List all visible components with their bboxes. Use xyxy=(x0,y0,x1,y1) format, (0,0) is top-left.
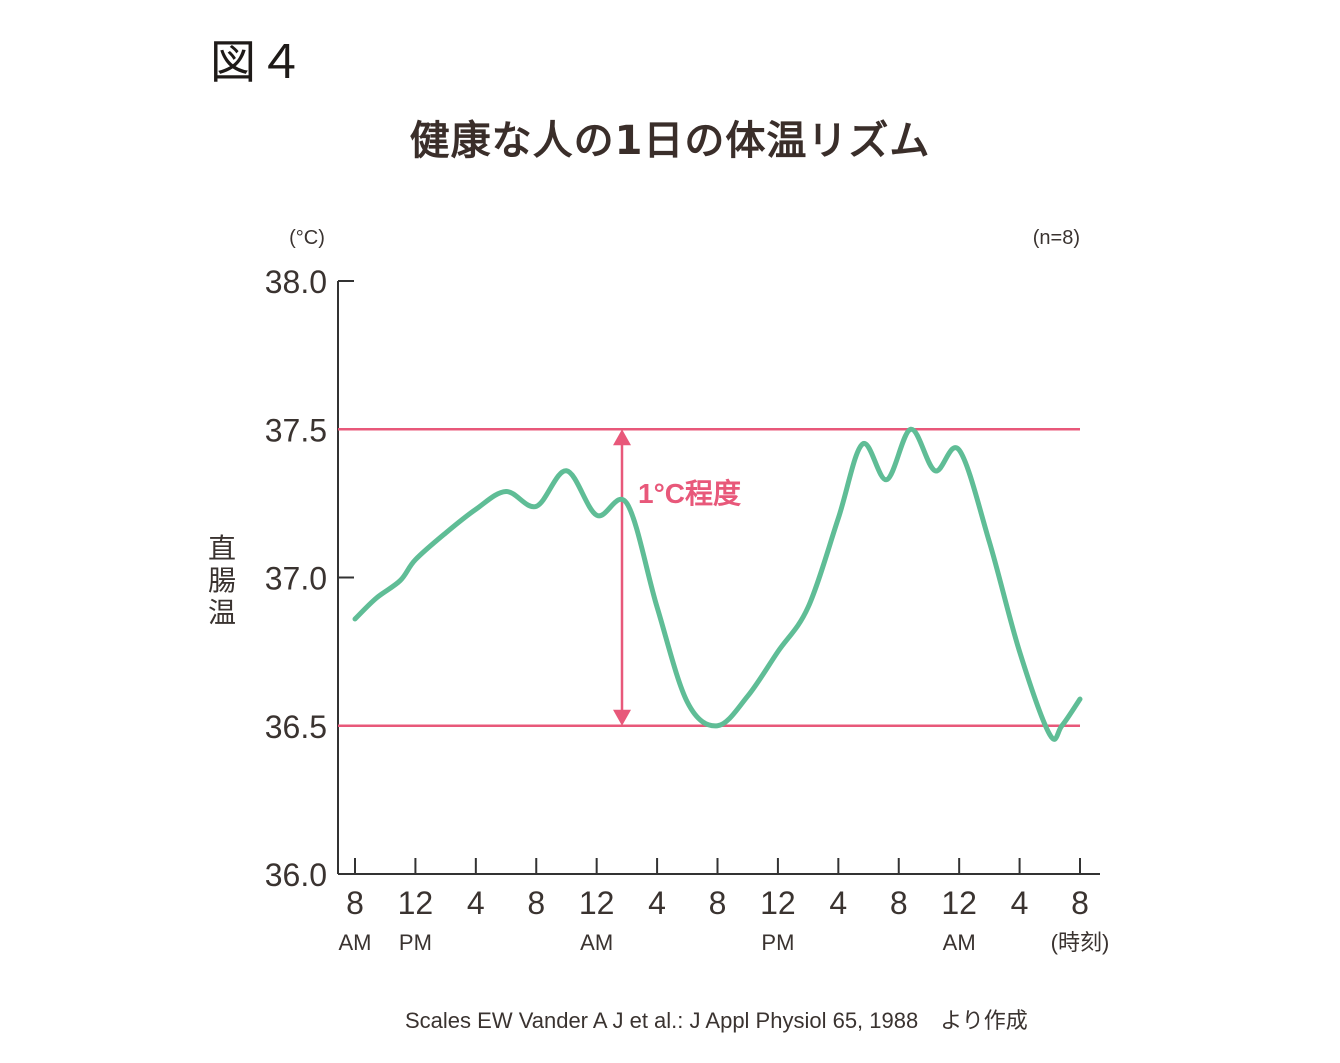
y-axis-label-char: 直 xyxy=(208,533,236,564)
x-tick-label: 4 xyxy=(1011,885,1029,921)
range-arrow-head-down xyxy=(613,709,631,726)
x-tick-label: 4 xyxy=(467,885,485,921)
x-period-label: PM xyxy=(399,930,432,955)
x-tick-label: 12 xyxy=(398,885,434,921)
x-tick-label: 8 xyxy=(527,885,545,921)
figure-label: 図４ xyxy=(210,35,306,89)
x-period-label: AM xyxy=(943,930,976,955)
x-period-label: AM xyxy=(580,930,613,955)
x-tick-label: 8 xyxy=(1071,885,1089,921)
x-tick-label: 12 xyxy=(941,885,977,921)
x-period-label: AM xyxy=(339,930,372,955)
x-period-label: PM xyxy=(761,930,794,955)
x-tick-label: 12 xyxy=(760,885,796,921)
y-tick-label: 37.0 xyxy=(265,561,327,597)
temperature-series-line xyxy=(352,426,1083,742)
y-axis-label-char: 腸 xyxy=(208,565,236,596)
y-tick-label: 38.0 xyxy=(265,264,327,300)
sample-size-note: (n=8) xyxy=(1033,227,1080,249)
y-axis-label: 直腸温 xyxy=(208,533,236,628)
range-annotation: 1°C程度 xyxy=(638,478,741,509)
y-tick-label: 36.5 xyxy=(265,709,327,745)
x-tick-label: 4 xyxy=(829,885,847,921)
y-axis-label-char: 温 xyxy=(208,597,236,628)
range-arrow-head-up xyxy=(613,429,631,446)
x-tick-label: 4 xyxy=(648,885,666,921)
chart-title: 健康な人の1日の体温リズム xyxy=(409,118,931,164)
source-citation: Scales EW Vander A J et al.: J Appl Phys… xyxy=(405,1008,1028,1033)
y-tick-label: 37.5 xyxy=(265,412,327,448)
y-tick-label: 36.0 xyxy=(265,857,327,893)
y-unit-label: (°C) xyxy=(289,227,325,249)
x-tick-label: 8 xyxy=(890,885,908,921)
x-tick-label: 8 xyxy=(709,885,727,921)
x-tick-label: 12 xyxy=(579,885,615,921)
x-tick-label: 8 xyxy=(346,885,364,921)
x-period-label: (時刻) xyxy=(1051,930,1110,955)
